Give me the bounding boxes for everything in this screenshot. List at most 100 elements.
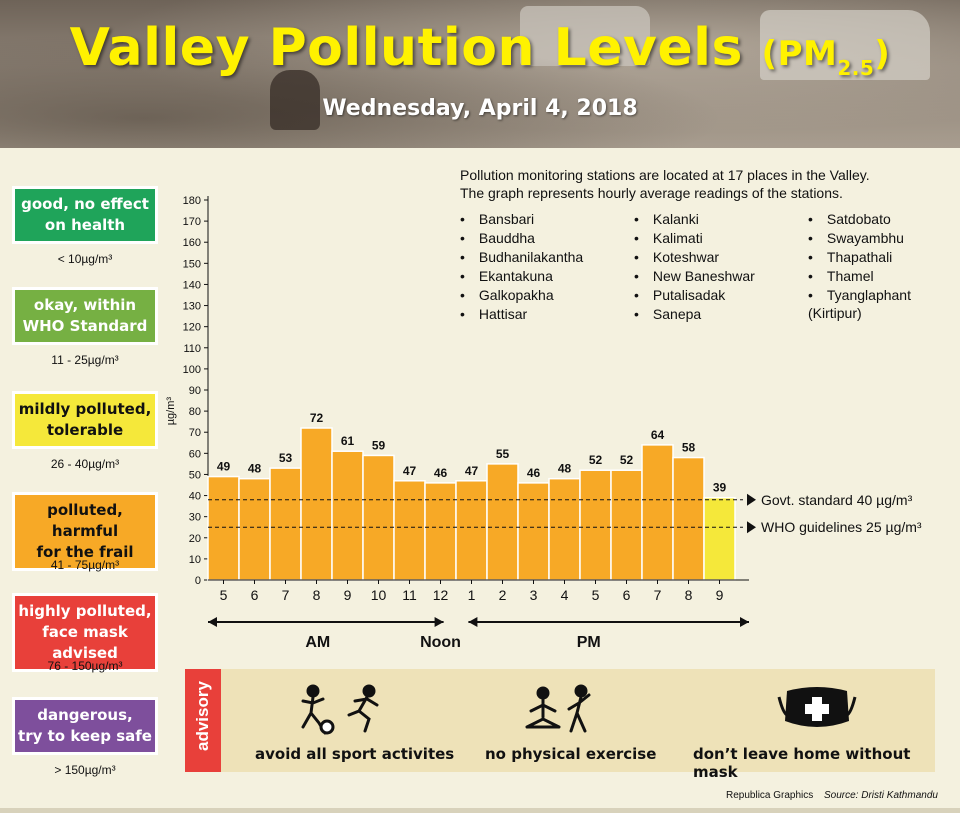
y-tick-label: 50 xyxy=(189,469,201,481)
x-tick-label: 1 xyxy=(468,587,476,603)
bar xyxy=(331,450,364,581)
legend-range: > 150µg/m³ xyxy=(54,763,116,777)
y-tick-label: 90 xyxy=(189,385,201,397)
bar xyxy=(548,477,581,581)
legend-category-label: for the frail xyxy=(36,543,134,561)
bar xyxy=(610,469,643,581)
x-tick-label: 8 xyxy=(313,587,321,603)
y-tick-label: 20 xyxy=(189,533,201,545)
bar-value-label: 49 xyxy=(217,460,231,474)
station-item: Ekantakuna xyxy=(460,267,583,286)
bar-value-label: 55 xyxy=(496,447,510,461)
stations-list-1: BansbariBauddhaBudhanilakanthaEkantakuna… xyxy=(460,210,583,324)
y-tick-label: 140 xyxy=(183,279,201,291)
legend-category-label: dangerous, xyxy=(37,706,133,724)
station-item: Tyanglaphant xyxy=(808,286,911,305)
legend-category-label: try to keep safe xyxy=(18,727,152,745)
legend-category-label: good, no effect xyxy=(21,195,149,213)
station-item: Thamel xyxy=(808,267,911,286)
legend-category-label: face mask advised xyxy=(42,623,128,662)
legend-category-2: mildly polluted, tolerable xyxy=(12,391,158,449)
bar-value-label: 61 xyxy=(341,434,355,448)
reference-arrow xyxy=(747,493,756,506)
legend-range: < 10µg/m³ xyxy=(57,252,113,266)
bar-value-label: 46 xyxy=(434,466,448,480)
pollution-bar-chart: 0102030405060708090100110120130140150160… xyxy=(165,195,922,651)
advisory-sport: avoid all sport activites xyxy=(255,745,455,763)
info-line-1: Pollution monitoring stations are locate… xyxy=(460,167,870,183)
x-tick-label: 3 xyxy=(530,587,538,603)
stations-list-2: KalankiKalimatiKoteshwarNew BaneshwarPut… xyxy=(634,210,755,324)
bottom-divider xyxy=(0,808,960,813)
bar-value-label: 52 xyxy=(620,453,634,467)
y-tick-label: 70 xyxy=(189,427,201,439)
station-item: Hattisar xyxy=(460,305,583,324)
y-tick-label: 160 xyxy=(183,237,201,249)
legend-category-label: on health xyxy=(44,216,126,234)
bar-value-label: 46 xyxy=(527,466,541,480)
bar-value-label: 47 xyxy=(403,464,417,478)
title-text: Valley Pollution Levels xyxy=(69,18,743,78)
bar xyxy=(362,454,395,581)
bar-value-label: 59 xyxy=(372,438,386,452)
station-item: Putalisadak xyxy=(634,286,755,305)
header-banner: Valley Pollution Levels (PM2.5) Wednesda… xyxy=(0,0,960,148)
legend-range: 11 - 25µg/m³ xyxy=(51,353,119,367)
title-pm-prefix: (PM xyxy=(761,34,838,74)
legend-category-label: highly polluted, xyxy=(18,602,152,620)
legend-category-label: mildly polluted, xyxy=(18,400,152,418)
x-tick-label: 9 xyxy=(344,587,352,603)
x-tick-label: 6 xyxy=(623,587,631,603)
bar-value-label: 48 xyxy=(248,462,262,476)
x-tick-label: 6 xyxy=(251,587,259,603)
bar xyxy=(424,482,457,581)
legend-range: 76 - 150µg/m³ xyxy=(47,659,123,673)
station-item: Thapathali xyxy=(808,248,911,267)
header-shadow xyxy=(0,0,960,148)
page-title: Valley Pollution Levels (PM2.5) xyxy=(0,18,960,80)
y-tick-label: 0 xyxy=(195,575,201,587)
x-tick-label: 7 xyxy=(282,587,290,603)
bar xyxy=(517,482,550,581)
info-line-2: The graph represents hourly average read… xyxy=(460,185,843,201)
stations-list-3: SatdobatoSwayambhuThapathaliThamelTyangl… xyxy=(808,210,911,305)
bar-value-label: 72 xyxy=(310,411,324,425)
y-tick-label: 80 xyxy=(189,406,201,418)
title-pm-suffix: ) xyxy=(874,34,891,74)
y-tick-label: 30 xyxy=(189,512,201,524)
bar xyxy=(393,480,426,581)
legend-range: 41 - 75µg/m³ xyxy=(50,558,120,572)
bar xyxy=(300,427,333,581)
mask-icon xyxy=(777,687,857,727)
bar xyxy=(207,475,240,581)
pm-arrow-left xyxy=(468,617,478,627)
bar xyxy=(703,496,736,581)
y-tick-label: 130 xyxy=(183,301,201,313)
legend-category-3: polluted, harmful for the frail xyxy=(12,492,158,571)
bar-value-label: 58 xyxy=(682,441,696,455)
am-arrow-right xyxy=(434,617,444,627)
legend-category-5: dangerous, try to keep safe xyxy=(12,697,158,755)
station-item: Koteshwar xyxy=(634,248,755,267)
station-item: Swayambhu xyxy=(808,229,911,248)
exercise-icon xyxy=(525,684,591,733)
station-item: Bansbari xyxy=(460,210,583,229)
x-tick-label: 9 xyxy=(716,587,724,603)
page-date: Wednesday, April 4, 2018 xyxy=(322,96,638,121)
bar xyxy=(455,480,488,581)
y-tick-label: 40 xyxy=(189,491,201,503)
pm-label: PM xyxy=(577,634,601,651)
y-tick-label: 180 xyxy=(183,195,201,207)
station-item: Budhanilakantha xyxy=(460,248,583,267)
station-item: Satdobato xyxy=(808,210,911,229)
stations-info: Pollution monitoring stations are locate… xyxy=(460,166,940,202)
x-tick-label: 11 xyxy=(402,587,417,603)
bar xyxy=(269,467,302,581)
y-tick-label: 150 xyxy=(183,258,201,270)
bar-value-label: 39 xyxy=(713,481,727,495)
x-tick-label: 4 xyxy=(561,587,569,603)
advisory-mask: don’t leave home without mask xyxy=(693,745,911,781)
reference-arrow xyxy=(747,521,756,534)
advisory-exercise: no physical exercise xyxy=(485,745,657,763)
x-tick-label: 2 xyxy=(499,587,507,603)
